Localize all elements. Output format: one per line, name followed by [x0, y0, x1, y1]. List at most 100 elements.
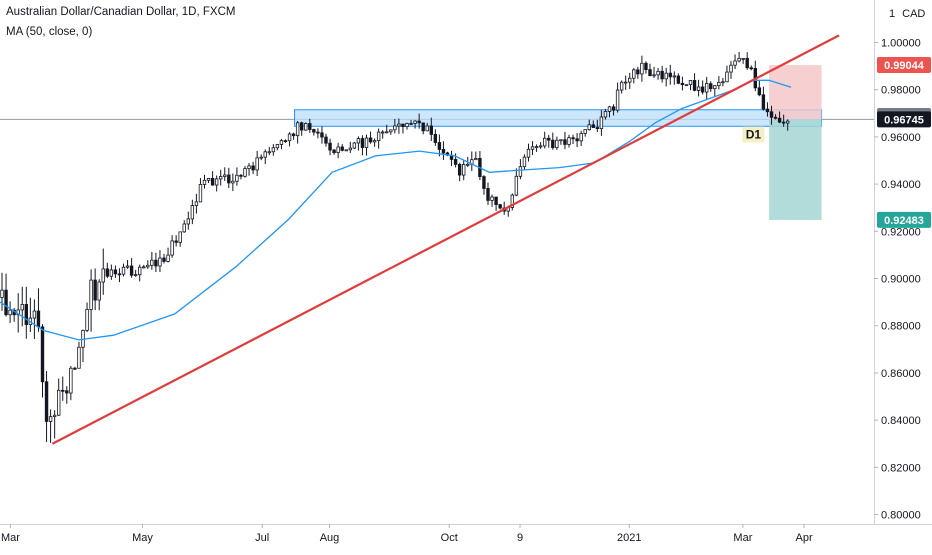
candle-body — [243, 168, 247, 177]
candle-body — [247, 165, 251, 169]
candle — [624, 75, 628, 90]
price-badge: 0.92483 — [877, 211, 931, 228]
candle-body — [425, 125, 429, 132]
candle-body — [713, 85, 717, 90]
candle — [137, 264, 142, 282]
candle — [85, 302, 89, 333]
candle — [210, 171, 215, 186]
candle — [449, 150, 454, 167]
candle-body — [275, 144, 280, 149]
candle-body — [332, 149, 336, 154]
candle — [69, 366, 73, 401]
candle-body — [190, 205, 195, 220]
indicator-legend[interactable]: MA (50, close, 0) — [6, 26, 93, 38]
x-tick-label: Oct — [441, 532, 458, 544]
candle-body — [231, 180, 235, 184]
candle-body — [77, 346, 81, 369]
price-badge: 0.96745 — [877, 111, 931, 128]
candle — [227, 167, 231, 189]
x-tick-label: Apr — [796, 532, 813, 544]
candle-body — [611, 106, 616, 111]
candle — [239, 174, 243, 180]
candle-body — [769, 111, 774, 118]
candle — [773, 114, 778, 120]
candle-body — [668, 72, 672, 78]
candle — [729, 60, 733, 79]
candle — [113, 265, 118, 278]
candle-body — [664, 72, 668, 80]
price-badge-text: 0.99044 — [884, 60, 925, 72]
candle — [749, 65, 753, 71]
candle — [591, 120, 595, 129]
x-tick-label: Jul — [255, 532, 269, 544]
candle-body — [717, 81, 721, 87]
candle — [235, 167, 239, 186]
support-zone-layer — [294, 109, 823, 127]
candle — [40, 324, 45, 398]
candle — [368, 131, 373, 144]
candle — [421, 122, 425, 135]
candle — [490, 194, 494, 207]
candle-body — [166, 254, 170, 262]
candle-body — [749, 67, 753, 70]
candle-body — [781, 121, 786, 124]
candle — [389, 129, 393, 135]
take-profit-area — [769, 119, 822, 220]
candle-body — [777, 117, 782, 123]
candle — [4, 273, 8, 317]
candle — [186, 211, 190, 230]
candle-body — [259, 156, 263, 159]
candle-body — [453, 159, 458, 165]
candle-body — [551, 139, 555, 149]
candle — [692, 73, 697, 92]
candle-body — [24, 304, 28, 325]
candle-body — [709, 83, 713, 90]
candle — [684, 84, 689, 87]
candle — [97, 279, 101, 311]
candle — [380, 130, 385, 139]
candle — [194, 193, 199, 214]
candle — [765, 102, 770, 117]
candle-body — [174, 240, 178, 243]
candle — [356, 136, 361, 151]
candle — [587, 119, 591, 131]
symbol-title[interactable]: Australian Dollar/Canadian Dollar, 1D, F… — [6, 6, 236, 18]
candle-body — [765, 108, 770, 113]
candle — [429, 117, 433, 142]
candle — [575, 132, 579, 148]
candle — [344, 149, 348, 152]
candle-body — [429, 125, 433, 135]
currency-multiplier: 1 — [889, 8, 895, 20]
candle — [636, 66, 640, 79]
candle-body — [575, 138, 579, 142]
candle — [786, 119, 790, 131]
candle-body — [227, 174, 231, 184]
candle — [417, 113, 421, 129]
candle — [279, 138, 284, 150]
candle-body — [287, 133, 292, 142]
candle — [231, 173, 235, 192]
d1-marker-text: D1 — [746, 128, 762, 142]
candle — [761, 86, 766, 111]
candle-body — [522, 156, 527, 168]
candle — [717, 76, 721, 90]
candle — [271, 144, 276, 156]
y-tick-label: 1.00000 — [881, 37, 921, 49]
d1-marker: D1 — [742, 126, 765, 143]
candle-body — [587, 124, 591, 131]
candle-body — [737, 57, 741, 62]
candle — [474, 151, 478, 161]
candle — [486, 182, 490, 206]
candle-body — [437, 142, 442, 150]
currency-code: CAD — [902, 8, 925, 20]
candle — [170, 235, 174, 258]
candle — [348, 141, 352, 153]
candle-body — [340, 146, 344, 151]
candle — [457, 162, 462, 182]
candle-body — [263, 151, 267, 158]
candle — [20, 286, 24, 327]
candle — [603, 108, 608, 120]
candle — [372, 138, 377, 147]
